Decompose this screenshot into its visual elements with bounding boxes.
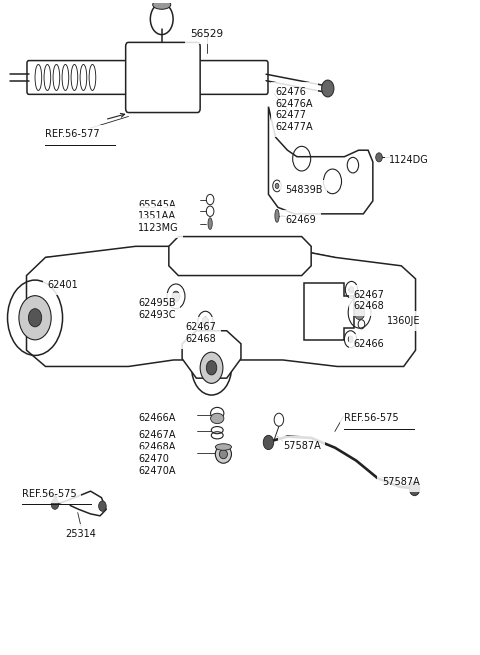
Ellipse shape [153,0,171,9]
Text: 62469: 62469 [285,215,316,225]
Text: 57587A: 57587A [283,441,321,451]
Circle shape [206,361,217,375]
Circle shape [200,352,223,383]
Text: 62476
62476A
62477
62477A: 62476 62476A 62477 62477A [276,87,313,132]
Text: 62466A: 62466A [138,413,175,423]
Circle shape [28,309,42,327]
Ellipse shape [275,210,279,222]
Text: 62467A
62468A: 62467A 62468A [138,430,176,452]
Text: 54839B: 54839B [285,185,323,195]
Text: REF.56-575: REF.56-575 [344,413,399,423]
Text: REF.56-577: REF.56-577 [46,130,100,140]
Circle shape [263,436,274,449]
Text: 62401: 62401 [48,280,79,290]
Ellipse shape [219,449,228,458]
Circle shape [19,295,51,340]
Polygon shape [182,331,241,378]
Text: 65545A: 65545A [138,200,176,210]
Circle shape [376,153,383,162]
Circle shape [348,336,353,343]
Text: 1360JE: 1360JE [387,316,420,326]
Circle shape [51,499,59,510]
Circle shape [172,291,180,301]
Ellipse shape [216,443,231,450]
Text: 56529: 56529 [190,29,223,39]
Text: REF.56-575: REF.56-575 [22,489,76,498]
Polygon shape [26,246,416,366]
Circle shape [202,317,209,326]
Circle shape [354,305,365,320]
Polygon shape [304,284,354,341]
Ellipse shape [208,217,212,229]
Text: 62470
62470A: 62470 62470A [138,454,176,476]
FancyBboxPatch shape [126,43,200,113]
Circle shape [98,501,106,512]
Ellipse shape [216,445,231,463]
Text: 25314: 25314 [66,529,96,539]
Circle shape [322,80,334,97]
Text: 57587A: 57587A [383,477,420,487]
Circle shape [275,183,279,189]
Polygon shape [268,107,373,214]
Circle shape [349,287,354,293]
Text: 1124DG: 1124DG [389,155,429,166]
Text: 62466: 62466 [354,339,384,349]
FancyBboxPatch shape [27,60,268,94]
Text: 1123MG: 1123MG [138,223,179,233]
Text: 62495B
62493C: 62495B 62493C [138,298,176,320]
Polygon shape [169,236,311,276]
Ellipse shape [211,413,224,424]
Circle shape [409,481,420,496]
Text: 62467
62468: 62467 62468 [354,290,385,311]
Text: 1351AA: 1351AA [138,212,176,221]
Text: 62467
62468: 62467 62468 [185,322,216,344]
